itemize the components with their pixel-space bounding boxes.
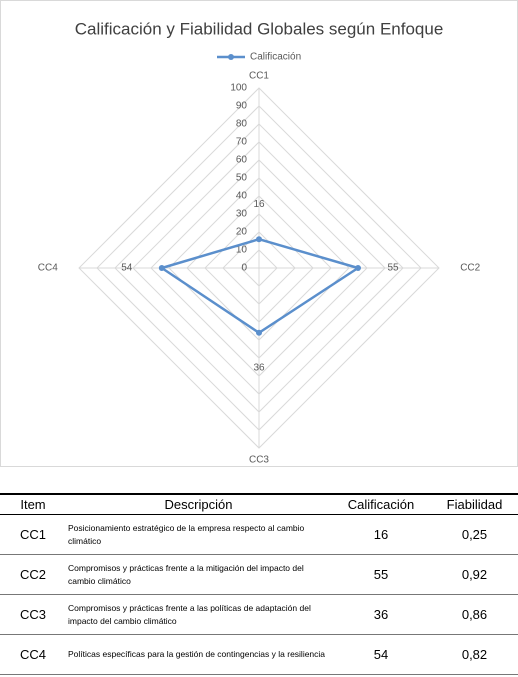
data-table: Item Descripción Calificación Fiabilidad CC… bbox=[0, 493, 518, 675]
category-label: CC4 bbox=[38, 263, 58, 274]
table-cell: 16 bbox=[331, 514, 431, 555]
legend-label: Calificación bbox=[250, 52, 301, 63]
table-row: CC2 Compromisos y prácticas frente a la m… bbox=[0, 554, 518, 595]
chart: Calificación y Fiabilidad Globales según… bbox=[0, 0, 518, 467]
tick-label: 40 bbox=[236, 191, 248, 202]
table-cell: 36 bbox=[331, 594, 431, 635]
table-cell: Políticas específicas para la gestión de… bbox=[66, 634, 331, 675]
chart-title: Calificación y Fiabilidad Globales según… bbox=[75, 19, 444, 38]
tick-label: 30 bbox=[236, 209, 248, 220]
table-cell: CC4 bbox=[0, 634, 66, 675]
table-cell: Posicionamiento estratégico de la empres… bbox=[66, 514, 331, 555]
table-cell: CC3 bbox=[0, 594, 66, 635]
tick-label: 20 bbox=[236, 227, 248, 238]
column-header: Calificación bbox=[331, 493, 431, 515]
tick-label: 90 bbox=[236, 101, 248, 112]
table-cell: 0,25 bbox=[431, 514, 518, 555]
table-cell: 0,86 bbox=[431, 594, 518, 635]
category-label: CC3 bbox=[249, 455, 269, 466]
table-body: CC1 Posicionamiento estratégico de la emp… bbox=[0, 514, 518, 675]
table-cell: CC2 bbox=[0, 554, 66, 595]
table-cell: 0,92 bbox=[431, 554, 518, 595]
table-cell: Compromisos y prácticas frente a la miti… bbox=[66, 554, 331, 595]
data-label: 55 bbox=[387, 263, 399, 274]
tick-label: 100 bbox=[230, 83, 247, 94]
table-row: CC3 Compromisos y prácticas frente a las … bbox=[0, 594, 518, 635]
data-point bbox=[256, 236, 262, 243]
column-header: Fiabilidad bbox=[431, 493, 518, 515]
table-cell: Compromisos y prácticas frente a las pol… bbox=[66, 594, 331, 635]
tick-label: 10 bbox=[236, 245, 248, 256]
data-point bbox=[355, 265, 361, 271]
table-row: CC1 Posicionamiento estratégico de la emp… bbox=[0, 514, 518, 555]
tick-label: 60 bbox=[236, 155, 248, 166]
header-row: Item Descripción Calificación Fiabilidad bbox=[0, 493, 518, 515]
table-cell: 54 bbox=[331, 634, 431, 675]
tick-label: 80 bbox=[236, 119, 248, 130]
data-label: 54 bbox=[121, 263, 133, 274]
category-label: CC1 bbox=[249, 71, 269, 82]
table-cell: 55 bbox=[331, 554, 431, 595]
data-label: 36 bbox=[253, 362, 265, 373]
data-label: 16 bbox=[253, 199, 265, 210]
column-header: Item bbox=[0, 493, 66, 515]
column-header: Descripción bbox=[66, 493, 331, 515]
category-label: CC2 bbox=[460, 263, 480, 274]
tick-label: 70 bbox=[236, 137, 248, 148]
legend-marker bbox=[228, 54, 234, 60]
tick-label: 0 bbox=[241, 263, 247, 274]
table-cell: CC1 bbox=[0, 514, 66, 555]
data-point bbox=[158, 265, 165, 271]
table-cell: 0,82 bbox=[431, 634, 518, 675]
table-row: CC4 Políticas específicas para la gestión… bbox=[0, 634, 518, 675]
tick-label: 50 bbox=[236, 173, 248, 184]
data-point bbox=[256, 329, 262, 336]
